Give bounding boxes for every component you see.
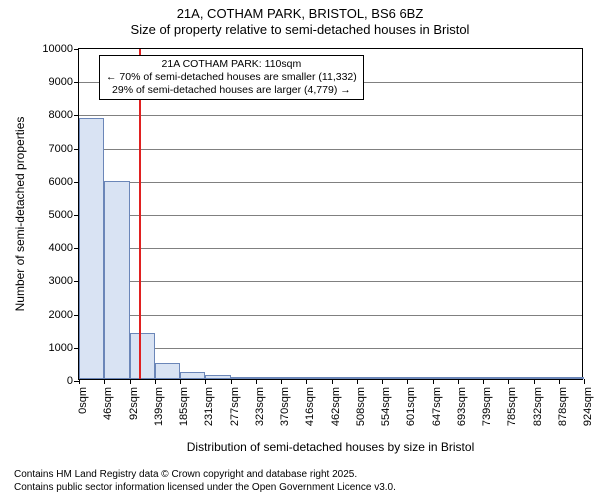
x-tick [584, 379, 585, 384]
x-tick [483, 379, 484, 384]
y-tick-label: 0 [67, 375, 79, 387]
chart-title: 21A, COTHAM PARK, BRISTOL, BS6 6BZ Size … [0, 0, 600, 39]
x-tick [130, 379, 131, 384]
title-line2: Size of property relative to semi-detach… [0, 22, 600, 38]
x-tick [382, 379, 383, 384]
y-tick-label: 3000 [49, 275, 79, 287]
gridline [79, 149, 582, 150]
histogram-bar [256, 377, 281, 379]
histogram-bar [79, 118, 104, 379]
x-tick-label: 785sqm [506, 387, 518, 426]
x-tick [534, 379, 535, 384]
footer-line2: Contains public sector information licen… [14, 481, 396, 494]
x-tick-label: 46sqm [102, 387, 114, 420]
y-tick-label: 5000 [49, 209, 79, 221]
x-tick [433, 379, 434, 384]
y-tick-label: 4000 [49, 242, 79, 254]
x-tick-label: 323sqm [254, 387, 266, 426]
histogram-bar [357, 377, 382, 379]
y-tick-label: 10000 [42, 43, 79, 55]
histogram-bar [458, 377, 483, 379]
x-tick [256, 379, 257, 384]
histogram-bar [508, 377, 533, 379]
annotation-box: 21A COTHAM PARK: 110sqm← 70% of semi-det… [99, 55, 364, 100]
gridline [79, 315, 582, 316]
x-tick [559, 379, 560, 384]
y-axis-label: Number of semi-detached properties [13, 117, 27, 312]
histogram-bar [130, 333, 155, 379]
x-tick-label: 370sqm [279, 387, 291, 426]
x-tick-label: 601sqm [405, 387, 417, 426]
histogram-bar [104, 181, 129, 379]
y-tick-label: 1000 [49, 342, 79, 354]
y-tick-label: 8000 [49, 109, 79, 121]
x-tick [508, 379, 509, 384]
x-tick [104, 379, 105, 384]
x-tick [458, 379, 459, 384]
gridline [79, 248, 582, 249]
annotation-line: ← 70% of semi-detached houses are smalle… [106, 71, 357, 84]
x-tick [357, 379, 358, 384]
histogram-bar [180, 372, 205, 379]
footer-attribution: Contains HM Land Registry data © Crown c… [14, 468, 396, 494]
x-tick [205, 379, 206, 384]
x-tick [306, 379, 307, 384]
x-tick [407, 379, 408, 384]
x-tick-label: 554sqm [380, 387, 392, 426]
annotation-line: 21A COTHAM PARK: 110sqm [106, 58, 357, 71]
x-tick-label: 231sqm [203, 387, 215, 426]
gridline [79, 182, 582, 183]
histogram-bar [483, 377, 508, 379]
x-tick-label: 647sqm [431, 387, 443, 426]
x-tick-label: 462sqm [330, 387, 342, 426]
histogram-bar [559, 377, 584, 379]
histogram-bar [407, 377, 432, 379]
x-tick-label: 185sqm [178, 387, 190, 426]
y-tick-label: 7000 [49, 143, 79, 155]
gridline [79, 281, 582, 282]
y-tick-label: 2000 [49, 309, 79, 321]
x-tick-label: 92sqm [128, 387, 140, 420]
histogram-bar [155, 363, 180, 379]
histogram-bar [306, 377, 331, 379]
x-tick [155, 379, 156, 384]
x-tick-label: 139sqm [153, 387, 165, 426]
x-tick-label: 0sqm [77, 387, 89, 414]
x-axis-label: Distribution of semi-detached houses by … [187, 440, 474, 454]
gridline [79, 215, 582, 216]
plot-area: 0100020003000400050006000700080009000100… [78, 48, 583, 380]
y-tick-label: 6000 [49, 176, 79, 188]
histogram-bar [534, 377, 559, 379]
histogram-bar [433, 377, 458, 379]
x-tick-label: 739sqm [481, 387, 493, 426]
histogram-bar [281, 377, 306, 379]
histogram-bar [205, 375, 230, 379]
x-tick-label: 693sqm [456, 387, 468, 426]
x-tick-label: 277sqm [229, 387, 241, 426]
title-line1: 21A, COTHAM PARK, BRISTOL, BS6 6BZ [0, 6, 600, 22]
x-tick-label: 924sqm [582, 387, 594, 426]
x-tick [180, 379, 181, 384]
x-tick [332, 379, 333, 384]
x-tick [231, 379, 232, 384]
histogram-bar [382, 377, 407, 379]
annotation-line: 29% of semi-detached houses are larger (… [106, 84, 357, 97]
x-tick-label: 508sqm [355, 387, 367, 426]
y-tick-label: 9000 [49, 76, 79, 88]
x-tick [281, 379, 282, 384]
histogram-bar [231, 377, 256, 379]
footer-line1: Contains HM Land Registry data © Crown c… [14, 468, 396, 481]
x-tick-label: 878sqm [557, 387, 569, 426]
x-tick-label: 416sqm [304, 387, 316, 426]
x-tick [79, 379, 80, 384]
histogram-bar [332, 377, 357, 379]
x-tick-label: 832sqm [532, 387, 544, 426]
gridline [79, 115, 582, 116]
